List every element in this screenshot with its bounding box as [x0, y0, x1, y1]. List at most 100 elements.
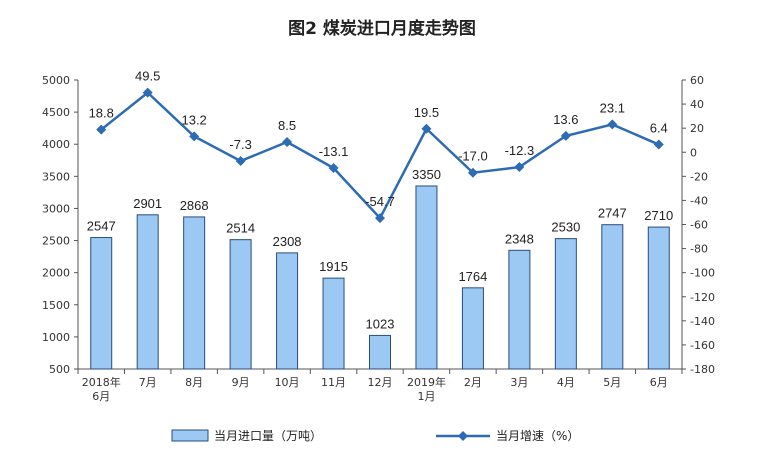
growth-value-label: -17.0 — [458, 149, 488, 164]
right-tick-label: 40 — [690, 98, 704, 111]
left-tick-label: 1000 — [42, 331, 70, 344]
x-tick-label: 11月 — [321, 376, 346, 389]
x-tick-label: 12月 — [368, 376, 393, 389]
right-tick-label: -180 — [690, 363, 715, 376]
right-tick-label: -40 — [690, 194, 708, 207]
line-labels: 18.8 49.5 13.2 -7.3 8.5 -13.1 -54.7 19.5 -17.0 -1… — [89, 69, 668, 209]
bar-value-label: 1023 — [366, 316, 395, 331]
x-tick-label: 2019年 1月 — [407, 375, 446, 403]
bar-value-label: 1764 — [458, 269, 487, 284]
x-tick-label: 9月 — [232, 376, 250, 389]
legend-line-marker — [458, 431, 468, 441]
bar-value-label: 2747 — [598, 206, 627, 221]
growth-point — [514, 162, 525, 173]
growth-point — [328, 163, 339, 174]
growth-value-label: -12.3 — [505, 143, 535, 158]
growth-value-label: -7.3 — [229, 137, 251, 152]
bar — [136, 214, 159, 370]
left-tick-label: 3000 — [42, 202, 70, 215]
bar-value-label: 2710 — [644, 208, 673, 223]
growth-point — [282, 137, 293, 148]
bars — [90, 185, 670, 370]
right-tick-label: -160 — [690, 339, 715, 352]
right-tick-label: -60 — [690, 219, 708, 232]
growth-point — [189, 131, 200, 142]
axes: 500 1000 1500 2000 2500 3000 3500 4000 4500 5000 -… — [42, 74, 715, 403]
bar-value-label: 2348 — [505, 231, 534, 246]
growth-point — [467, 167, 478, 178]
growth-value-label: -54.7 — [365, 194, 395, 209]
left-tick-label: 3500 — [42, 170, 70, 183]
bar-labels: 2547 2901 2868 2514 2308 1915 1023 3350 1764 2348… — [87, 167, 673, 331]
bar — [647, 226, 670, 370]
growth-value-label: 49.5 — [135, 69, 160, 84]
legend-line-label: 当月增速（%） — [496, 429, 579, 443]
right-tick-label: -100 — [690, 267, 715, 280]
right-tick-label: -140 — [690, 315, 715, 328]
right-tick-label: 60 — [690, 74, 704, 87]
bar — [90, 237, 113, 370]
legend-bar-label: 当月进口量（万吨） — [214, 429, 322, 443]
bar — [183, 216, 206, 370]
growth-line — [96, 87, 664, 224]
right-tick-label: 0 — [690, 146, 697, 159]
bar-value-label: 2514 — [226, 221, 255, 236]
growth-point — [421, 123, 432, 134]
bar — [415, 185, 438, 370]
bar — [369, 334, 391, 370]
growth-value-label: 13.6 — [553, 112, 578, 127]
growth-value-label: 23.1 — [600, 100, 625, 115]
left-tick-label: 5000 — [42, 74, 70, 87]
x-tick-label: 6月 — [650, 376, 668, 389]
right-tick-label: -80 — [690, 243, 708, 256]
growth-point — [235, 156, 246, 167]
growth-value-label: -13.1 — [319, 144, 349, 159]
left-tick-label: 500 — [49, 363, 70, 376]
bar — [508, 249, 531, 370]
right-tick-label: 20 — [690, 122, 704, 135]
x-tick-label: 5月 — [603, 376, 621, 389]
left-tick-label: 1500 — [42, 299, 70, 312]
x-tick-label: 10月 — [275, 376, 300, 389]
x-tick-label: 7月 — [139, 376, 157, 389]
bar — [322, 277, 345, 370]
growth-value-label: 13.2 — [181, 112, 206, 127]
left-tick-label: 4000 — [42, 138, 70, 151]
bar — [229, 239, 252, 370]
bar — [554, 238, 577, 370]
x-tick-label: 4月 — [557, 376, 575, 389]
bar-value-label: 2901 — [133, 196, 162, 211]
bar — [276, 252, 299, 370]
growth-point — [375, 213, 385, 224]
x-tick-label: 2月 — [464, 376, 482, 389]
bar-value-label: 2308 — [273, 234, 302, 249]
bar — [601, 224, 624, 370]
growth-value-label: 8.5 — [278, 118, 296, 133]
right-tick-label: -120 — [690, 291, 715, 304]
left-tick-label: 4500 — [42, 106, 70, 119]
legend: 当月进口量（万吨） 当月增速（%） — [171, 429, 579, 443]
bar-value-label: 2547 — [87, 219, 116, 234]
x-tick-label: 2018年 6月 — [82, 375, 121, 403]
bar-value-label: 3350 — [412, 167, 441, 182]
growth-point — [96, 124, 107, 135]
left-tick-label: 2500 — [42, 235, 70, 248]
growth-point — [607, 119, 618, 130]
growth-point — [653, 139, 664, 150]
x-tick-label: 3月 — [510, 376, 528, 389]
growth-value-label: 19.5 — [414, 105, 439, 120]
growth-value-label: 6.4 — [650, 121, 668, 136]
bar — [461, 287, 484, 370]
bar-value-label: 1915 — [319, 259, 348, 274]
x-tick-label: 8月 — [185, 376, 203, 389]
left-tick-label: 2000 — [42, 267, 70, 280]
chart-title: 图2 煤炭进口月度走势图 — [288, 19, 476, 39]
growth-point — [142, 87, 153, 98]
growth-value-label: 18.8 — [89, 106, 114, 121]
legend-bar-swatch — [171, 429, 209, 442]
right-tick-label: -20 — [690, 170, 708, 183]
bar-value-label: 2868 — [180, 198, 209, 213]
bar-value-label: 2530 — [551, 220, 580, 235]
growth-point — [560, 130, 571, 141]
